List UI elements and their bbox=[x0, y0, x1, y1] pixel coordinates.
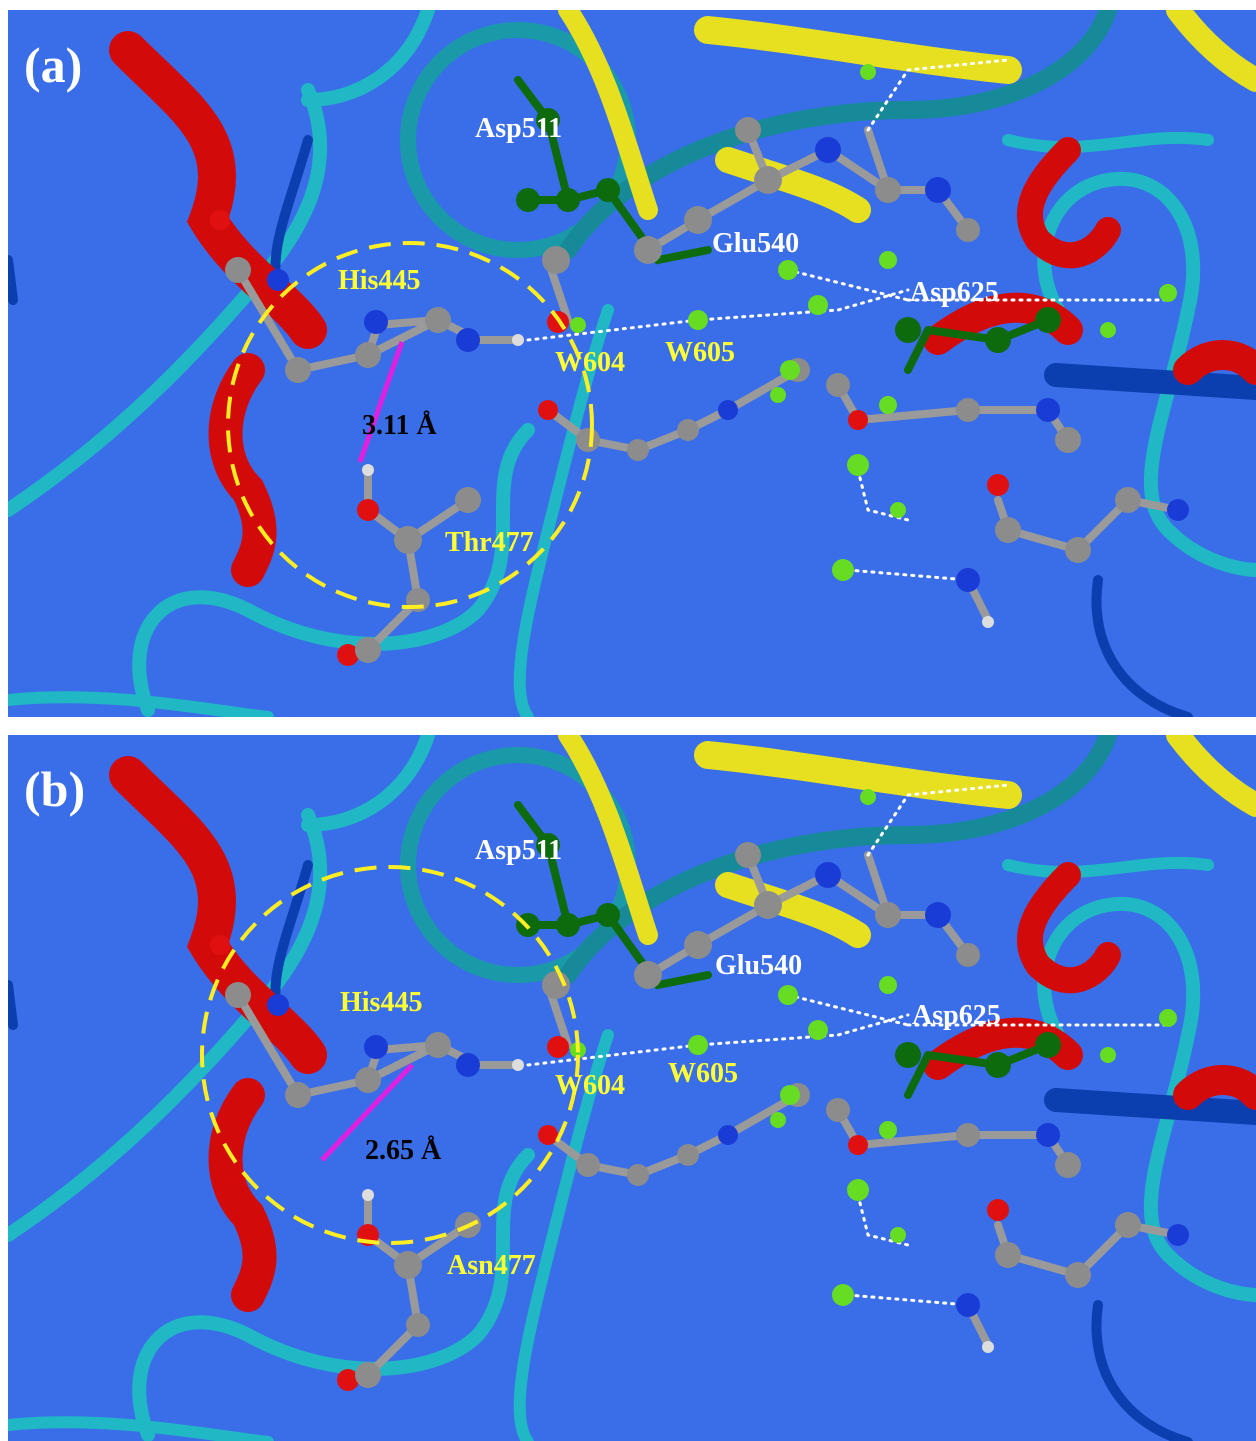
water-label: W604 bbox=[555, 1070, 625, 1101]
residue-label: Asp625 bbox=[912, 1000, 1001, 1031]
distance-label: 3.11 Å bbox=[362, 410, 437, 441]
residue-label: Glu540 bbox=[712, 228, 799, 259]
residue-label: Asp511 bbox=[475, 835, 562, 866]
panel-b bbox=[8, 735, 1256, 1441]
panel-a bbox=[8, 10, 1256, 717]
water-label: W605 bbox=[665, 337, 735, 368]
distance-line bbox=[320, 1063, 414, 1162]
highlight-circle bbox=[200, 865, 580, 1245]
water-label: W605 bbox=[668, 1058, 738, 1089]
highlight-circle bbox=[226, 241, 594, 609]
distance-line bbox=[357, 341, 405, 463]
distance-label: 2.65 Å bbox=[365, 1135, 442, 1166]
panel-label: (b) bbox=[24, 761, 85, 817]
residue-label: Asn477 bbox=[447, 1250, 536, 1281]
residue-label: Thr477 bbox=[445, 527, 534, 558]
residue-label: Asp511 bbox=[475, 113, 562, 144]
residue-label: His445 bbox=[338, 265, 420, 296]
residue-label: Glu540 bbox=[715, 950, 802, 981]
residue-label: Asp625 bbox=[910, 277, 999, 308]
panel-label: (a) bbox=[24, 37, 82, 93]
water-label: W604 bbox=[555, 347, 625, 378]
residue-label: His445 bbox=[340, 987, 422, 1018]
